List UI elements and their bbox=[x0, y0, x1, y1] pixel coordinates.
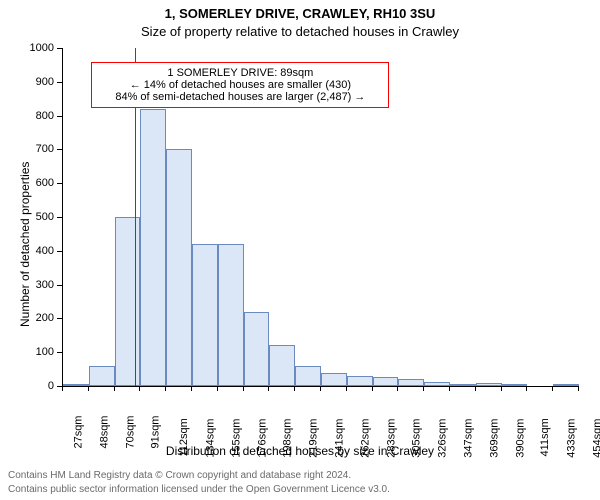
x-tick-mark bbox=[320, 386, 321, 391]
x-tick-mark bbox=[139, 386, 140, 391]
x-tick-mark bbox=[346, 386, 347, 391]
x-tick-label: 70sqm bbox=[124, 416, 136, 449]
y-tick-label: 300 bbox=[22, 279, 54, 291]
x-tick-label: 305sqm bbox=[411, 419, 423, 458]
y-tick-label: 700 bbox=[22, 143, 54, 155]
x-tick-mark bbox=[268, 386, 269, 391]
y-tick-mark bbox=[57, 116, 62, 117]
y-tick-label: 400 bbox=[22, 245, 54, 257]
x-tick-label: 48sqm bbox=[98, 416, 110, 449]
y-tick-label: 1000 bbox=[22, 42, 54, 54]
x-tick-label: 411sqm bbox=[540, 418, 552, 456]
histogram-bar bbox=[218, 244, 244, 386]
histogram-bar bbox=[450, 384, 476, 386]
histogram-bar bbox=[89, 366, 115, 386]
x-tick-label: 390sqm bbox=[514, 419, 526, 458]
x-tick-label: 262sqm bbox=[359, 419, 371, 458]
x-tick-label: 433sqm bbox=[566, 419, 578, 458]
title-subtitle: Size of property relative to detached ho… bbox=[0, 24, 600, 39]
y-tick-mark bbox=[57, 285, 62, 286]
histogram-bar bbox=[63, 384, 89, 386]
x-tick-label: 283sqm bbox=[385, 419, 397, 458]
y-tick-label: 100 bbox=[22, 346, 54, 358]
x-tick-mark bbox=[552, 386, 553, 391]
x-tick-label: 176sqm bbox=[256, 419, 268, 458]
y-tick-label: 900 bbox=[22, 76, 54, 88]
x-tick-label: 369sqm bbox=[488, 419, 500, 458]
x-tick-mark bbox=[294, 386, 295, 391]
x-tick-mark bbox=[217, 386, 218, 391]
y-tick-mark bbox=[57, 318, 62, 319]
y-tick-label: 200 bbox=[22, 312, 54, 324]
y-tick-mark bbox=[57, 251, 62, 252]
y-tick-mark bbox=[57, 149, 62, 150]
histogram-bar bbox=[398, 379, 424, 386]
x-tick-label: 241sqm bbox=[334, 419, 346, 458]
y-tick-mark bbox=[57, 352, 62, 353]
x-tick-label: 219sqm bbox=[308, 419, 320, 458]
histogram-bar bbox=[166, 149, 192, 386]
y-tick-label: 800 bbox=[22, 110, 54, 122]
x-tick-label: 112sqm bbox=[178, 418, 190, 456]
annotation-line: 1 SOMERLEY DRIVE: 89sqm bbox=[98, 67, 382, 79]
x-tick-mark bbox=[372, 386, 373, 391]
x-tick-label: 198sqm bbox=[282, 419, 294, 458]
histogram-bar bbox=[553, 384, 579, 386]
x-tick-mark bbox=[243, 386, 244, 391]
histogram-bar bbox=[424, 382, 450, 386]
histogram-bar bbox=[502, 384, 528, 386]
x-tick-label: 27sqm bbox=[73, 416, 85, 449]
x-tick-mark bbox=[165, 386, 166, 391]
annotation-box: 1 SOMERLEY DRIVE: 89sqm← 14% of detached… bbox=[91, 62, 389, 108]
x-tick-mark bbox=[475, 386, 476, 391]
annotation-line: ← 14% of detached houses are smaller (43… bbox=[98, 79, 382, 91]
x-tick-mark bbox=[423, 386, 424, 391]
x-tick-label: 155sqm bbox=[230, 419, 242, 458]
histogram-bar bbox=[269, 345, 295, 386]
x-tick-label: 454sqm bbox=[592, 419, 600, 458]
title-address: 1, SOMERLEY DRIVE, CRAWLEY, RH10 3SU bbox=[0, 6, 600, 21]
histogram-bar bbox=[347, 376, 373, 386]
histogram-bar bbox=[476, 383, 502, 386]
plot-area: 1 SOMERLEY DRIVE: 89sqm← 14% of detached… bbox=[62, 48, 579, 387]
histogram-bar bbox=[373, 377, 399, 386]
x-tick-mark bbox=[114, 386, 115, 391]
attribution-line-1: Contains HM Land Registry data © Crown c… bbox=[8, 470, 351, 481]
y-tick-label: 600 bbox=[22, 177, 54, 189]
chart-container: 1, SOMERLEY DRIVE, CRAWLEY, RH10 3SU Siz… bbox=[0, 0, 600, 500]
x-tick-label: 91sqm bbox=[150, 416, 162, 449]
x-tick-label: 326sqm bbox=[437, 419, 449, 458]
y-tick-mark bbox=[57, 183, 62, 184]
x-tick-mark bbox=[62, 386, 63, 391]
histogram-bar bbox=[295, 366, 321, 386]
histogram-bar bbox=[321, 373, 347, 386]
x-tick-label: 134sqm bbox=[205, 419, 217, 458]
y-tick-label: 0 bbox=[22, 380, 54, 392]
x-tick-mark bbox=[88, 386, 89, 391]
x-tick-mark bbox=[191, 386, 192, 391]
x-tick-mark bbox=[526, 386, 527, 391]
histogram-bar bbox=[115, 217, 141, 386]
attribution-line-2: Contains public sector information licen… bbox=[8, 484, 390, 495]
y-tick-mark bbox=[57, 48, 62, 49]
y-tick-mark bbox=[57, 217, 62, 218]
histogram-bar bbox=[140, 109, 166, 386]
x-axis-label: Distribution of detached houses by size … bbox=[0, 444, 600, 458]
annotation-line: 84% of semi-detached houses are larger (… bbox=[98, 91, 382, 103]
x-tick-mark bbox=[449, 386, 450, 391]
x-tick-mark bbox=[578, 386, 579, 391]
y-tick-mark bbox=[57, 82, 62, 83]
x-tick-label: 347sqm bbox=[463, 419, 475, 458]
histogram-bar bbox=[244, 312, 270, 386]
x-tick-mark bbox=[397, 386, 398, 391]
y-tick-label: 500 bbox=[22, 211, 54, 223]
x-tick-mark bbox=[501, 386, 502, 391]
histogram-bar bbox=[192, 244, 218, 386]
